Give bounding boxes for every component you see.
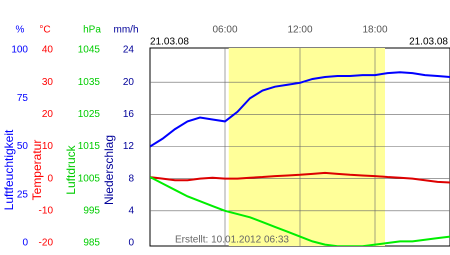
y-tick-label: 24 (123, 45, 135, 56)
date-left: 21.03.08 (150, 37, 189, 48)
created-note: Erstellt: 10.01.2012 06:33 (175, 235, 289, 246)
y-tick-label: 20 (42, 109, 54, 120)
axis-title: Niederschlag (102, 135, 116, 205)
y-tick-label: 20 (123, 77, 135, 88)
y-tick-label: 100 (11, 45, 28, 56)
y-tick-label: 0 (22, 238, 28, 249)
axis-unit: hPa (83, 25, 101, 36)
y-tick-label: 1025 (78, 109, 101, 120)
daylight (228, 48, 385, 246)
axis-unit: mm/h (114, 25, 139, 36)
data-line (150, 171, 450, 184)
y-tick-label: 0 (128, 238, 134, 249)
x-tick-label: 18:00 (362, 25, 387, 36)
y-tick-label: 12 (123, 141, 135, 152)
y-tick-label: -20 (39, 238, 54, 249)
y-tick-label: 995 (83, 205, 100, 216)
y-tick-label: 40 (42, 45, 54, 56)
y-tick-label: 50 (17, 141, 29, 152)
axis-title: Luftdruck (64, 144, 78, 194)
date-right: 21.03.08 (409, 37, 448, 48)
axis-unit: °C (39, 25, 50, 36)
axis-unit: % (16, 25, 25, 36)
y-tick-label: -10 (39, 205, 54, 216)
x-tick-label: 12:00 (287, 25, 312, 36)
y-tick-label: 0 (47, 173, 53, 184)
axis-title: Luftfeuchtigkeit (2, 129, 16, 210)
y-tick-label: 16 (123, 109, 135, 120)
y-tick-label: 1035 (78, 77, 101, 88)
y-tick-label: 25 (17, 189, 29, 200)
y-tick-label: 1005 (78, 173, 101, 184)
data-line (150, 176, 450, 246)
x-tick-label: 06:00 (212, 25, 237, 36)
y-tick-label: 30 (42, 77, 54, 88)
axis-title: Temperatur (30, 140, 44, 201)
y-tick-label: 4 (128, 205, 134, 216)
y-tick-label: 10 (42, 141, 54, 152)
y-tick-label: 75 (17, 93, 29, 104)
y-tick-label: 985 (83, 238, 100, 249)
y-tick-label: 1015 (78, 141, 101, 152)
y-tick-label: 8 (128, 173, 134, 184)
data-line (150, 71, 450, 148)
y-tick-label: 1045 (78, 45, 101, 56)
